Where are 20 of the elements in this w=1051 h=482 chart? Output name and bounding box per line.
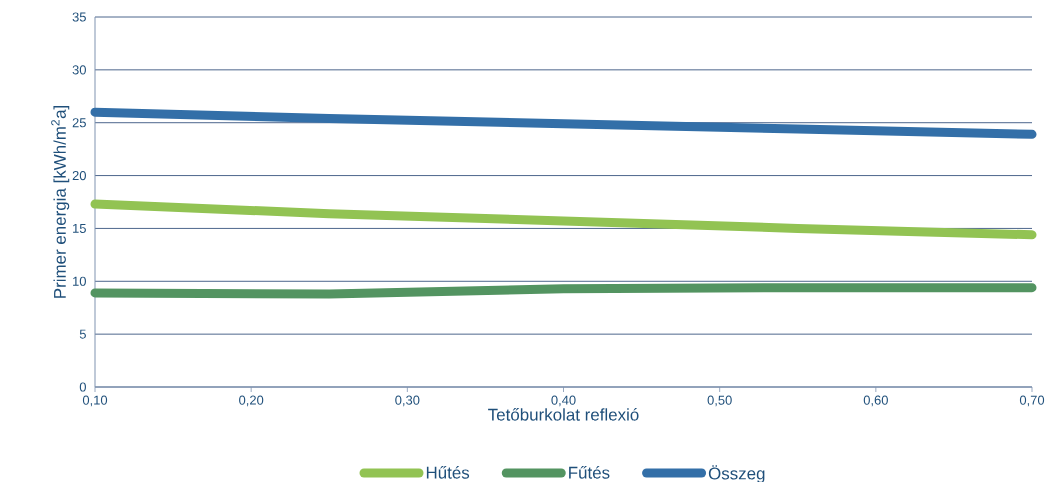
y-tick-label: 0	[79, 382, 86, 392]
x-tick-label: 0,70	[1019, 395, 1045, 407]
x-tick-label: 0,20	[239, 395, 264, 407]
y-tick-label: 5	[79, 329, 86, 339]
y-tick-label: 30	[72, 65, 86, 75]
x-tick-label: 0,40	[551, 395, 576, 407]
y-tick-label: 35	[72, 12, 86, 22]
y-tick-label: 20	[72, 170, 86, 181]
y-tick-label: 15	[73, 223, 86, 233]
x-tick-label: 0,50	[707, 395, 732, 407]
y-tick-label: 10	[73, 276, 86, 286]
legend-label: Fűtés	[569, 466, 610, 479]
x-axis-title: Tetőburkolat reflexió	[488, 408, 639, 421]
x-tick-label: 0,10	[82, 395, 108, 407]
y-axis-title: Primer energia [kWh/m$^{2}$a]	[51, 106, 70, 298]
legend-label: Összeg	[708, 465, 765, 482]
y-tick-label: 25	[72, 118, 86, 128]
x-tick-label: 0,60	[863, 395, 888, 407]
x-tick-label: 0,30	[395, 395, 420, 407]
legend-label: Hűtés	[426, 466, 470, 479]
